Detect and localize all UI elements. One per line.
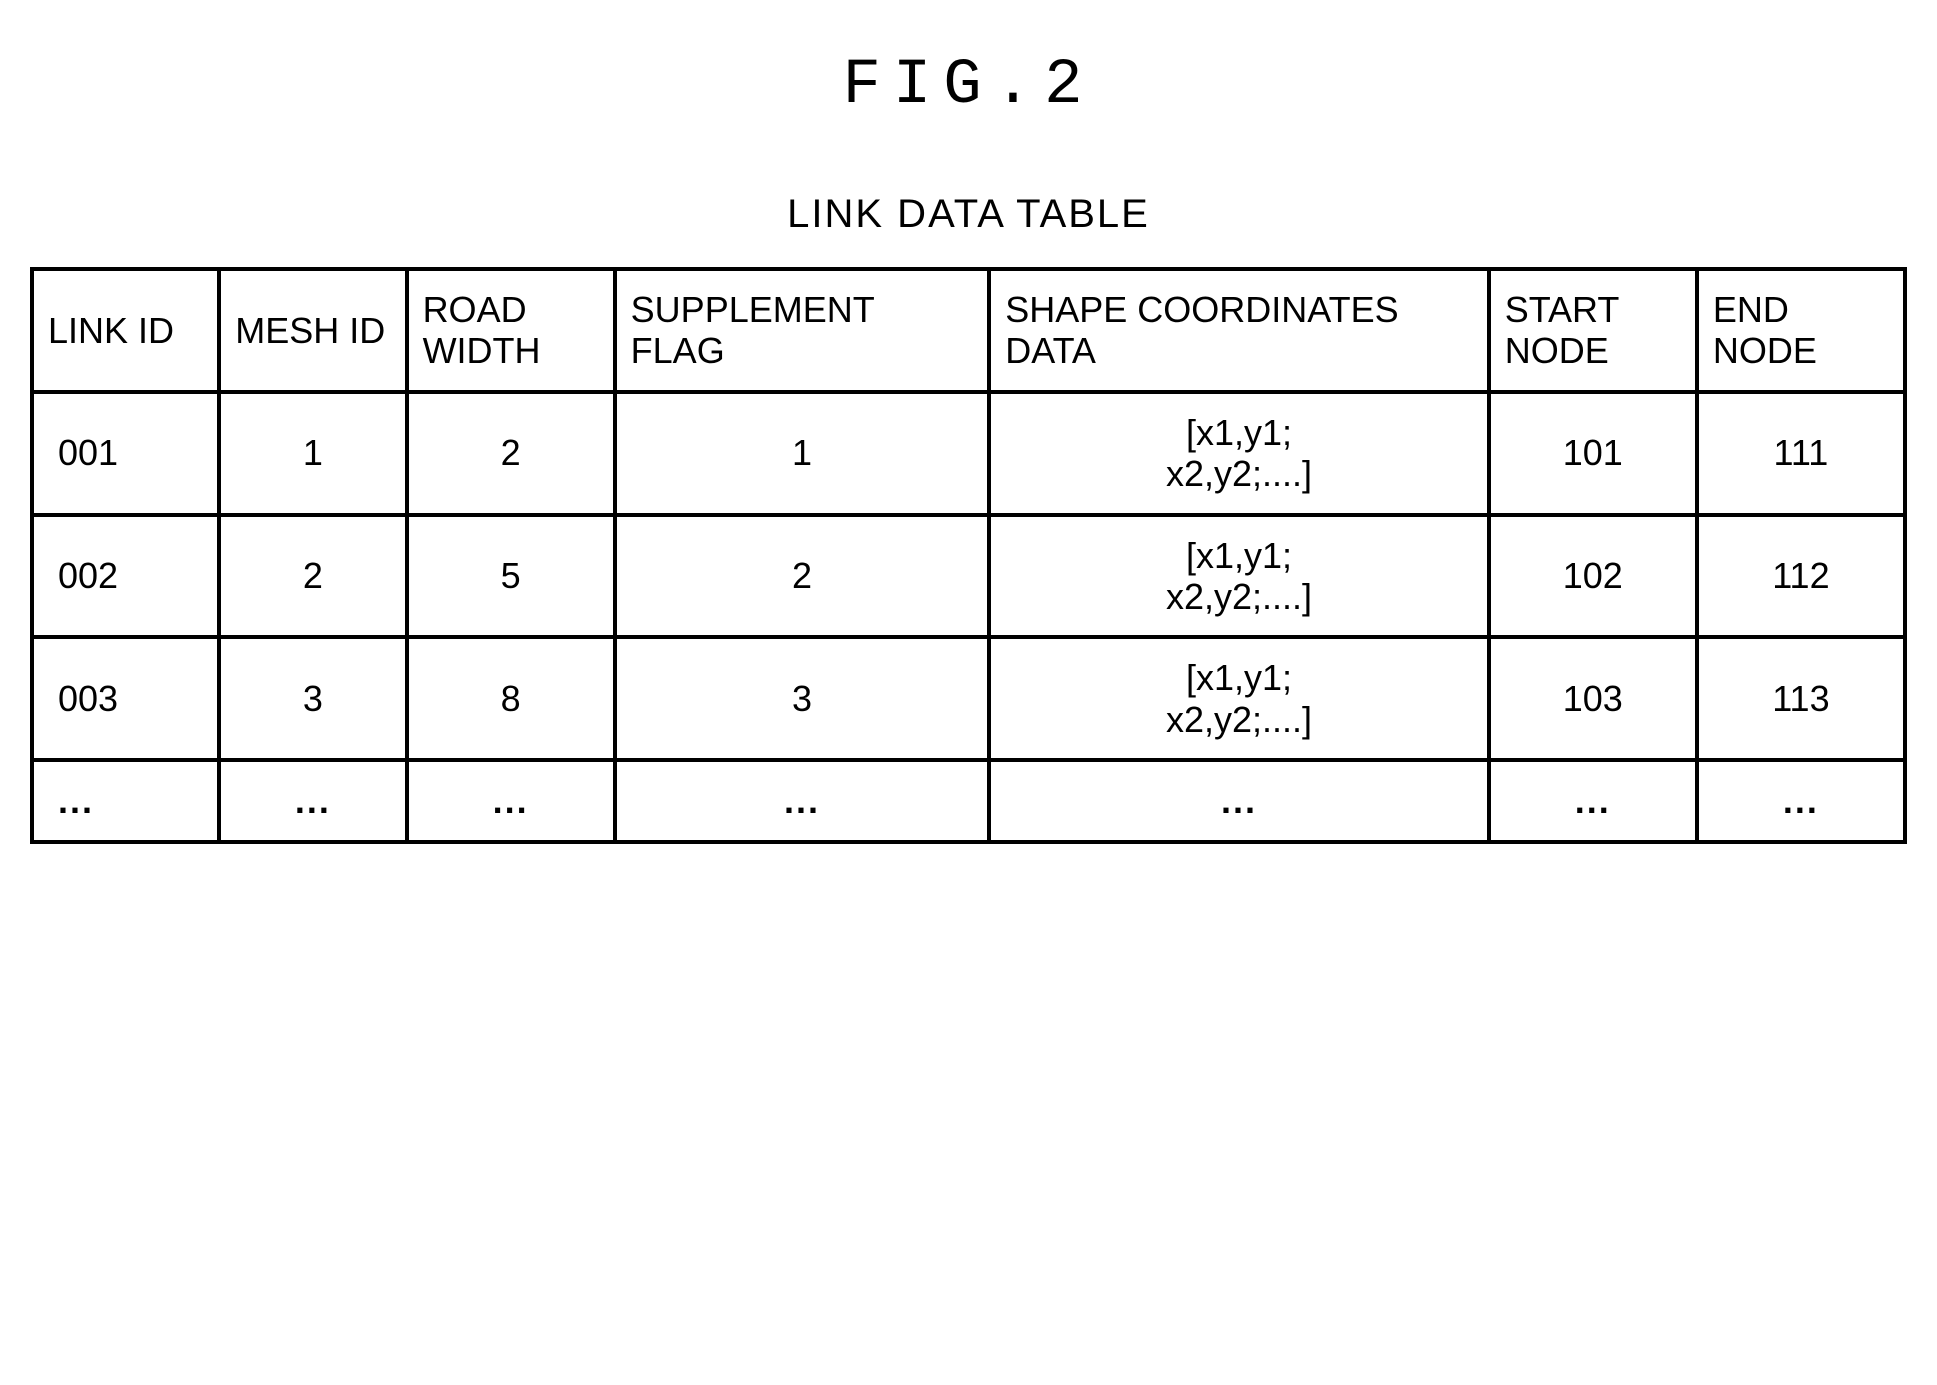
- cell-shape: [x1,y1; x2,y2;....]: [989, 637, 1488, 760]
- cell-link_id: 002: [32, 515, 219, 638]
- cell-start: 102: [1489, 515, 1697, 638]
- table-body: 001121[x1,y1; x2,y2;....]101111002252[x1…: [32, 392, 1905, 842]
- cell-end: ...: [1697, 760, 1905, 841]
- cell-mesh_id: ...: [219, 760, 406, 841]
- cell-mesh_id: 1: [219, 392, 406, 515]
- table-header-row: LINK IDMESH IDROAD WIDTHSUPPLEMENT FLAGS…: [32, 269, 1905, 392]
- cell-end: 113: [1697, 637, 1905, 760]
- col-header-end: END NODE: [1697, 269, 1905, 392]
- cell-supp: ...: [615, 760, 990, 841]
- cell-shape: ...: [989, 760, 1488, 841]
- col-header-supp: SUPPLEMENT FLAG: [615, 269, 990, 392]
- col-header-link_id: LINK ID: [32, 269, 219, 392]
- col-header-start: START NODE: [1489, 269, 1697, 392]
- cell-shape: [x1,y1; x2,y2;....]: [989, 392, 1488, 515]
- cell-road_w: ...: [407, 760, 615, 841]
- cell-end: 111: [1697, 392, 1905, 515]
- cell-start: 103: [1489, 637, 1697, 760]
- cell-road_w: 2: [407, 392, 615, 515]
- cell-link_id: 003: [32, 637, 219, 760]
- cell-supp: 3: [615, 637, 990, 760]
- cell-road_w: 8: [407, 637, 615, 760]
- cell-mesh_id: 3: [219, 637, 406, 760]
- table-row: 001121[x1,y1; x2,y2;....]101111: [32, 392, 1905, 515]
- col-header-road_w: ROAD WIDTH: [407, 269, 615, 392]
- cell-link_id: 001: [32, 392, 219, 515]
- link-data-table: LINK IDMESH IDROAD WIDTHSUPPLEMENT FLAGS…: [30, 267, 1907, 844]
- col-header-mesh_id: MESH ID: [219, 269, 406, 392]
- table-row: 003383[x1,y1; x2,y2;....]103113: [32, 637, 1905, 760]
- cell-end: 112: [1697, 515, 1905, 638]
- table-row-ellipsis: .....................: [32, 760, 1905, 841]
- cell-road_w: 5: [407, 515, 615, 638]
- table-row: 002252[x1,y1; x2,y2;....]102112: [32, 515, 1905, 638]
- table-caption: LINK DATA TABLE: [30, 192, 1907, 237]
- cell-supp: 1: [615, 392, 990, 515]
- cell-start: ...: [1489, 760, 1697, 841]
- cell-start: 101: [1489, 392, 1697, 515]
- cell-supp: 2: [615, 515, 990, 638]
- cell-mesh_id: 2: [219, 515, 406, 638]
- col-header-shape: SHAPE COORDINATES DATA: [989, 269, 1488, 392]
- cell-link_id: ...: [32, 760, 219, 841]
- figure-label: FIG.2: [30, 50, 1907, 122]
- cell-shape: [x1,y1; x2,y2;....]: [989, 515, 1488, 638]
